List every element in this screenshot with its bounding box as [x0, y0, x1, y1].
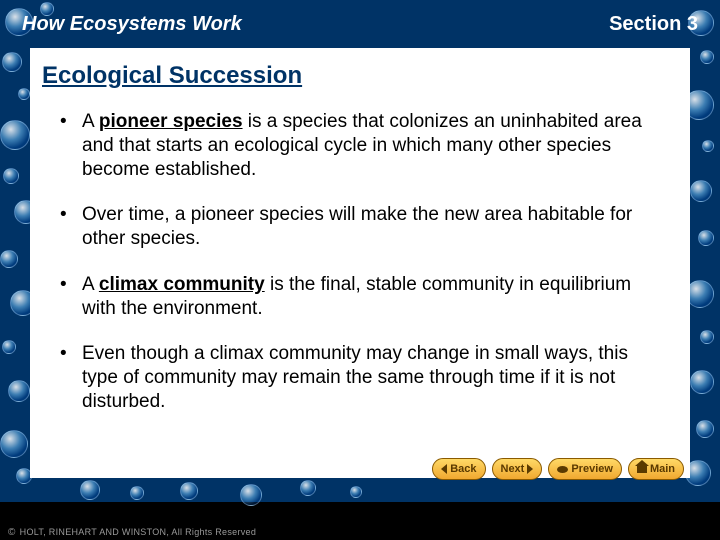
next-button[interactable]: Next [492, 458, 543, 480]
slide-title: Ecological Succession [42, 62, 302, 89]
header-bar: How Ecosystems Work Section 3 [0, 0, 720, 48]
next-icon [527, 464, 533, 474]
content-area: Ecological Succession A pioneer species … [30, 48, 690, 478]
home-icon [637, 465, 647, 473]
chapter-title: How Ecosystems Work [22, 13, 242, 36]
preview-label: Preview [571, 463, 613, 475]
main-label: Main [650, 463, 675, 475]
preview-button[interactable]: Preview [548, 458, 622, 480]
slide-title-wrap: Ecological Succession [30, 48, 690, 98]
bullet-item: A pioneer species is a species that colo… [60, 110, 660, 181]
bullet-item: Over time, a pioneer species will make t… [60, 203, 660, 251]
copyright-icon: © [8, 527, 16, 538]
footer-text: HOLT, RINEHART AND WINSTON, All Rights R… [20, 527, 257, 537]
main-button[interactable]: Main [628, 458, 684, 480]
bullet-text: Even though a climax community may chang… [82, 343, 628, 412]
bold-term: climax community [99, 274, 265, 295]
slide-frame: How Ecosystems Work Section 3 Ecological… [0, 0, 720, 502]
bold-term: pioneer species [99, 111, 243, 132]
nav-bar: Back Next Preview Main [0, 456, 720, 482]
back-button[interactable]: Back [432, 458, 485, 480]
bullet-list: A pioneer species is a species that colo… [30, 98, 690, 414]
footer-copyright: © HOLT, RINEHART AND WINSTON, All Rights… [0, 524, 720, 540]
bullet-text: Over time, a pioneer species will make t… [82, 204, 632, 249]
next-label: Next [501, 463, 525, 475]
back-icon [441, 464, 447, 474]
bullet-item: Even though a climax community may chang… [60, 342, 660, 413]
bullet-text: A [82, 274, 99, 295]
bullet-text: A [82, 111, 99, 132]
slide: How Ecosystems Work Section 3 Ecological… [0, 0, 720, 540]
back-label: Back [450, 463, 476, 475]
eye-icon [557, 466, 568, 473]
bullet-item: A climax community is the final, stable … [60, 273, 660, 321]
section-label: Section 3 [609, 13, 698, 36]
